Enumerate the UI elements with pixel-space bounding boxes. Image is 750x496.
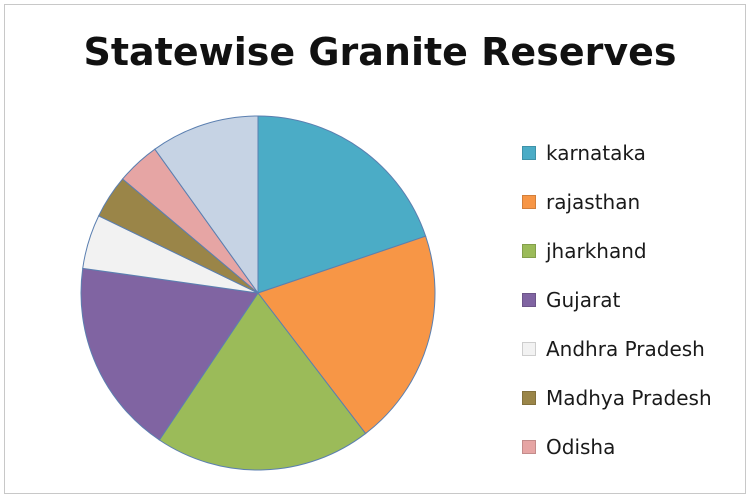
legend-label: Gujarat (546, 287, 621, 312)
legend-label: Andhra Pradesh (546, 336, 705, 361)
legend-swatch (522, 390, 536, 405)
chart-title: Statewise Granite Reserves (83, 30, 677, 74)
pie-slice-karnataka (257, 115, 427, 294)
legend-label: rajasthan (546, 189, 641, 214)
legend-item-gujarat: Gujarat (522, 275, 712, 324)
legend-label: Odisha (546, 434, 616, 459)
legend-label: karnataka (546, 140, 646, 165)
legend-item-odisha: Odisha (522, 422, 712, 471)
legend-swatch (522, 243, 536, 258)
legend-label: Madhya Pradesh (546, 385, 712, 410)
pie-slice-gujarat (80, 267, 259, 441)
legend-swatch (522, 194, 536, 209)
legend-swatch (522, 439, 536, 454)
pie-slice-rajasthan (257, 235, 436, 435)
legend-label: jharkhand (546, 238, 647, 263)
legend-swatch (522, 341, 536, 356)
chart-legend: karnataka rajasthan jharkhand Gujarat An… (522, 128, 712, 471)
pie-slice-jharkhand (158, 292, 367, 471)
legend-item-karnataka: karnataka (522, 128, 712, 177)
pie-slice-unlabeled (154, 115, 259, 295)
legend-item-jharkhand: jharkhand (522, 226, 712, 275)
legend-item-madhya-pradesh: Madhya Pradesh (522, 373, 712, 422)
legend-swatch (522, 145, 536, 160)
legend-swatch (522, 292, 536, 307)
legend-item-rajasthan: rajasthan (522, 177, 712, 226)
pie-slices (80, 115, 436, 471)
legend-item-andhra-pradesh: Andhra Pradesh (522, 324, 712, 373)
